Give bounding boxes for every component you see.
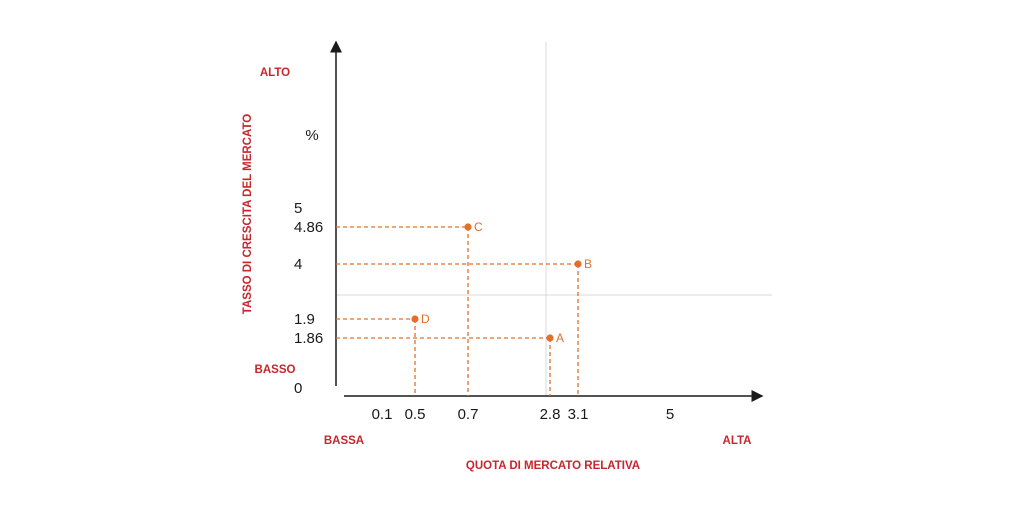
x-tick-labels: 0.1 0.5 0.7 2.8 3.1 5 (372, 406, 675, 423)
x-tick-label: 0.5 (405, 406, 426, 423)
x-tick-label: 3.1 (568, 406, 589, 423)
y-tick-label: 1.86 (294, 330, 323, 347)
data-point-d (411, 315, 419, 323)
data-point-c (464, 223, 472, 231)
x-axis-title: QUOTA DI MERCATO RELATIVA (466, 460, 640, 472)
y-low-label: BASSO (255, 364, 296, 376)
y-tick-labels: 0 1.86 1.9 4 4.86 5 (294, 200, 323, 397)
data-point-label-b: B (584, 257, 592, 271)
y-axis-title: TASSO DI CRESCITA DEL MERCATO (242, 114, 254, 314)
data-point-label-c: C (474, 220, 483, 234)
data-point-b (574, 260, 582, 268)
y-tick-label: 4 (294, 256, 302, 273)
point-guide-lines (336, 226, 579, 396)
y-tick-label: 5 (294, 200, 302, 217)
data-point-label-d: D (421, 312, 430, 326)
data-point-a (546, 334, 554, 342)
y-tick-label: 0 (294, 380, 302, 397)
x-low-label: BASSA (324, 435, 364, 447)
y-tick-label: 4.86 (294, 219, 323, 236)
x-tick-label: 0.7 (458, 406, 479, 423)
x-high-label: ALTA (723, 435, 752, 447)
y-tick-label: 1.9 (294, 311, 315, 328)
x-tick-label: 5 (666, 406, 674, 423)
x-tick-label: 0.1 (372, 406, 393, 423)
data-points: A B C D (411, 220, 592, 345)
y-high-label: ALTO (260, 67, 290, 79)
x-tick-label: 2.8 (540, 406, 561, 423)
y-unit-label: % (305, 127, 318, 144)
data-point-label-a: A (556, 331, 564, 345)
